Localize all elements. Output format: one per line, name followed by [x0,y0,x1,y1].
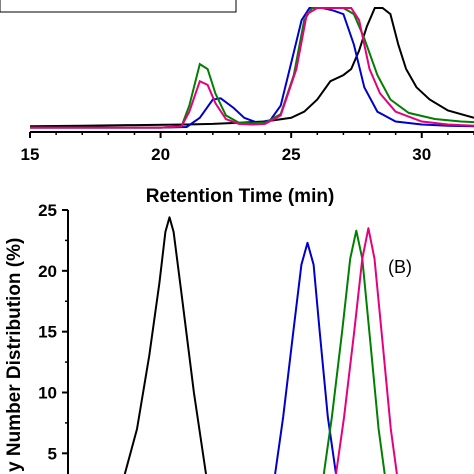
panel-a-x-tick-label: 30 [412,145,431,164]
panel-a-x-ticks: 15 20 25 30 [21,132,474,164]
panel-b-series-line-1 [123,216,207,474]
panel-b-y-tick-label: 20 [38,262,57,281]
panel-b-label: (B) [388,257,412,277]
panel-a-series-line-1 [29,7,474,128]
panel-b: 25 20 15 10 5 y Number Distribution (%) (B) [4,201,412,474]
panel-b-series-line-4 [335,227,398,474]
panel-a: 15 20 25 30 Retention Time (min) [0,0,474,207]
panel-b-y-tick-label: 5 [48,444,57,463]
panel-b-y-axis-label: y Number Distribution (%) [4,238,25,472]
panel-a-series-line-3 [30,7,474,129]
inset-legend-box [0,0,237,13]
panel-b-y-tick-label: 10 [38,383,57,402]
panel-b-series-line-3 [322,229,386,474]
panel-b-series-line-2 [274,241,337,474]
panel-b-series [123,216,398,474]
panel-a-series-line-2 [30,7,474,129]
panel-b-y-tick-label: 25 [38,201,57,220]
panel-b-y-tick-label: 15 [38,323,57,342]
panel-a-x-tick-label: 20 [151,145,170,164]
panel-b-y-ticks: 25 20 15 10 5 [38,201,68,463]
panel-a-x-axis-label: Retention Time (min) [146,186,335,207]
panel-a-series-line-4 [30,7,474,129]
panel-a-series [29,7,474,129]
panel-a-x-tick-label: 15 [21,145,40,164]
panel-a-x-tick-label: 25 [282,145,301,164]
